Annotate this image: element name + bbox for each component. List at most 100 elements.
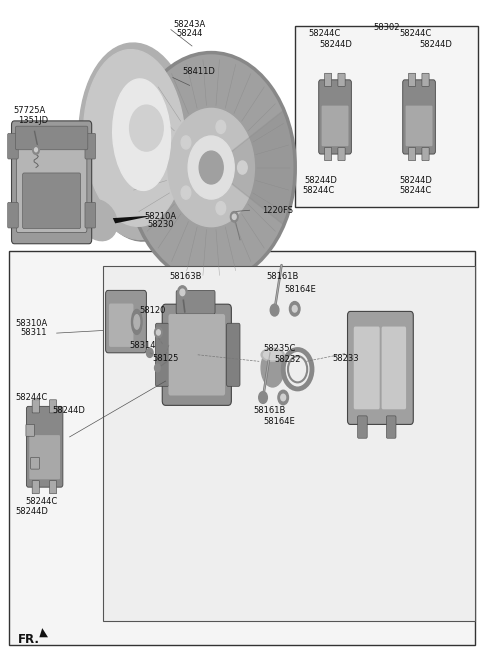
Ellipse shape bbox=[113, 79, 170, 191]
Bar bbox=[9, 251, 475, 645]
FancyBboxPatch shape bbox=[338, 148, 345, 161]
Circle shape bbox=[146, 348, 153, 357]
FancyBboxPatch shape bbox=[422, 74, 429, 87]
Text: 58120: 58120 bbox=[139, 306, 166, 315]
Ellipse shape bbox=[264, 350, 282, 360]
Text: 58314: 58314 bbox=[130, 340, 156, 350]
Circle shape bbox=[130, 105, 163, 151]
Text: 58244C: 58244C bbox=[400, 186, 432, 195]
FancyBboxPatch shape bbox=[31, 457, 39, 469]
FancyBboxPatch shape bbox=[354, 327, 380, 409]
Text: 58411D: 58411D bbox=[183, 67, 216, 76]
FancyBboxPatch shape bbox=[12, 121, 92, 244]
Text: 58161B: 58161B bbox=[253, 406, 286, 415]
Text: 58244D: 58244D bbox=[400, 176, 432, 185]
FancyBboxPatch shape bbox=[322, 106, 348, 147]
Circle shape bbox=[181, 136, 191, 149]
FancyBboxPatch shape bbox=[32, 399, 39, 413]
Ellipse shape bbox=[84, 50, 185, 226]
Circle shape bbox=[230, 212, 238, 222]
Circle shape bbox=[168, 108, 254, 227]
Text: FR.: FR. bbox=[18, 633, 40, 646]
Circle shape bbox=[155, 327, 162, 338]
Text: 1351JD: 1351JD bbox=[18, 116, 48, 125]
Text: 58311: 58311 bbox=[20, 328, 47, 337]
Circle shape bbox=[188, 136, 234, 199]
Circle shape bbox=[289, 302, 300, 316]
Text: 58302: 58302 bbox=[373, 22, 400, 32]
Ellipse shape bbox=[261, 349, 284, 387]
Text: 58244: 58244 bbox=[177, 29, 203, 38]
Text: 58244D: 58244D bbox=[16, 507, 48, 516]
Text: 58244D: 58244D bbox=[53, 406, 85, 415]
Text: 58244C: 58244C bbox=[302, 186, 335, 195]
FancyBboxPatch shape bbox=[49, 481, 57, 494]
Circle shape bbox=[127, 53, 295, 283]
Circle shape bbox=[180, 289, 185, 296]
Text: 58235C: 58235C bbox=[263, 344, 295, 353]
Text: 58233: 58233 bbox=[333, 354, 359, 363]
Text: 58243A: 58243A bbox=[173, 20, 206, 29]
FancyBboxPatch shape bbox=[227, 323, 240, 386]
Circle shape bbox=[259, 392, 267, 403]
FancyBboxPatch shape bbox=[26, 424, 35, 436]
FancyBboxPatch shape bbox=[324, 74, 332, 87]
FancyBboxPatch shape bbox=[156, 323, 169, 386]
FancyBboxPatch shape bbox=[15, 126, 88, 150]
FancyBboxPatch shape bbox=[85, 133, 96, 159]
Circle shape bbox=[270, 304, 279, 316]
FancyBboxPatch shape bbox=[324, 148, 332, 161]
Circle shape bbox=[278, 390, 288, 405]
FancyBboxPatch shape bbox=[338, 74, 345, 87]
Text: 58244D: 58244D bbox=[305, 176, 337, 185]
Ellipse shape bbox=[132, 309, 142, 334]
Ellipse shape bbox=[80, 200, 117, 240]
Circle shape bbox=[238, 161, 247, 174]
FancyBboxPatch shape bbox=[408, 148, 416, 161]
Circle shape bbox=[155, 364, 160, 372]
Polygon shape bbox=[113, 215, 154, 223]
Text: 58244C: 58244C bbox=[400, 29, 432, 38]
FancyBboxPatch shape bbox=[358, 416, 367, 438]
Circle shape bbox=[199, 151, 223, 184]
Circle shape bbox=[216, 202, 226, 215]
Ellipse shape bbox=[83, 48, 196, 241]
Text: 58125: 58125 bbox=[152, 354, 179, 363]
FancyBboxPatch shape bbox=[23, 173, 81, 229]
Circle shape bbox=[281, 394, 286, 401]
Bar bbox=[103, 266, 475, 621]
Circle shape bbox=[232, 214, 236, 219]
FancyBboxPatch shape bbox=[32, 481, 39, 494]
FancyBboxPatch shape bbox=[26, 406, 63, 487]
Polygon shape bbox=[39, 628, 48, 637]
FancyBboxPatch shape bbox=[422, 148, 429, 161]
FancyBboxPatch shape bbox=[8, 202, 18, 228]
FancyBboxPatch shape bbox=[176, 290, 215, 314]
Ellipse shape bbox=[134, 315, 140, 329]
FancyBboxPatch shape bbox=[109, 304, 133, 347]
FancyBboxPatch shape bbox=[106, 290, 146, 353]
FancyBboxPatch shape bbox=[408, 74, 416, 87]
Text: 58244C: 58244C bbox=[16, 393, 48, 402]
Text: 58244D: 58244D bbox=[419, 39, 452, 49]
Circle shape bbox=[33, 145, 39, 154]
FancyBboxPatch shape bbox=[49, 399, 57, 413]
Text: 58232: 58232 bbox=[275, 355, 301, 364]
Text: 58230: 58230 bbox=[147, 220, 174, 229]
Text: 1220FS: 1220FS bbox=[262, 206, 293, 215]
Bar bbox=[295, 26, 478, 207]
FancyBboxPatch shape bbox=[168, 314, 225, 396]
FancyBboxPatch shape bbox=[403, 80, 435, 154]
Ellipse shape bbox=[261, 348, 284, 361]
FancyBboxPatch shape bbox=[319, 80, 351, 154]
FancyBboxPatch shape bbox=[382, 327, 406, 409]
FancyBboxPatch shape bbox=[162, 304, 231, 405]
Circle shape bbox=[181, 186, 191, 199]
FancyBboxPatch shape bbox=[348, 311, 413, 424]
Wedge shape bbox=[211, 110, 295, 225]
Circle shape bbox=[292, 306, 297, 312]
FancyBboxPatch shape bbox=[8, 133, 18, 159]
FancyBboxPatch shape bbox=[16, 129, 87, 233]
FancyBboxPatch shape bbox=[29, 435, 60, 480]
Text: 58163B: 58163B bbox=[169, 272, 202, 281]
